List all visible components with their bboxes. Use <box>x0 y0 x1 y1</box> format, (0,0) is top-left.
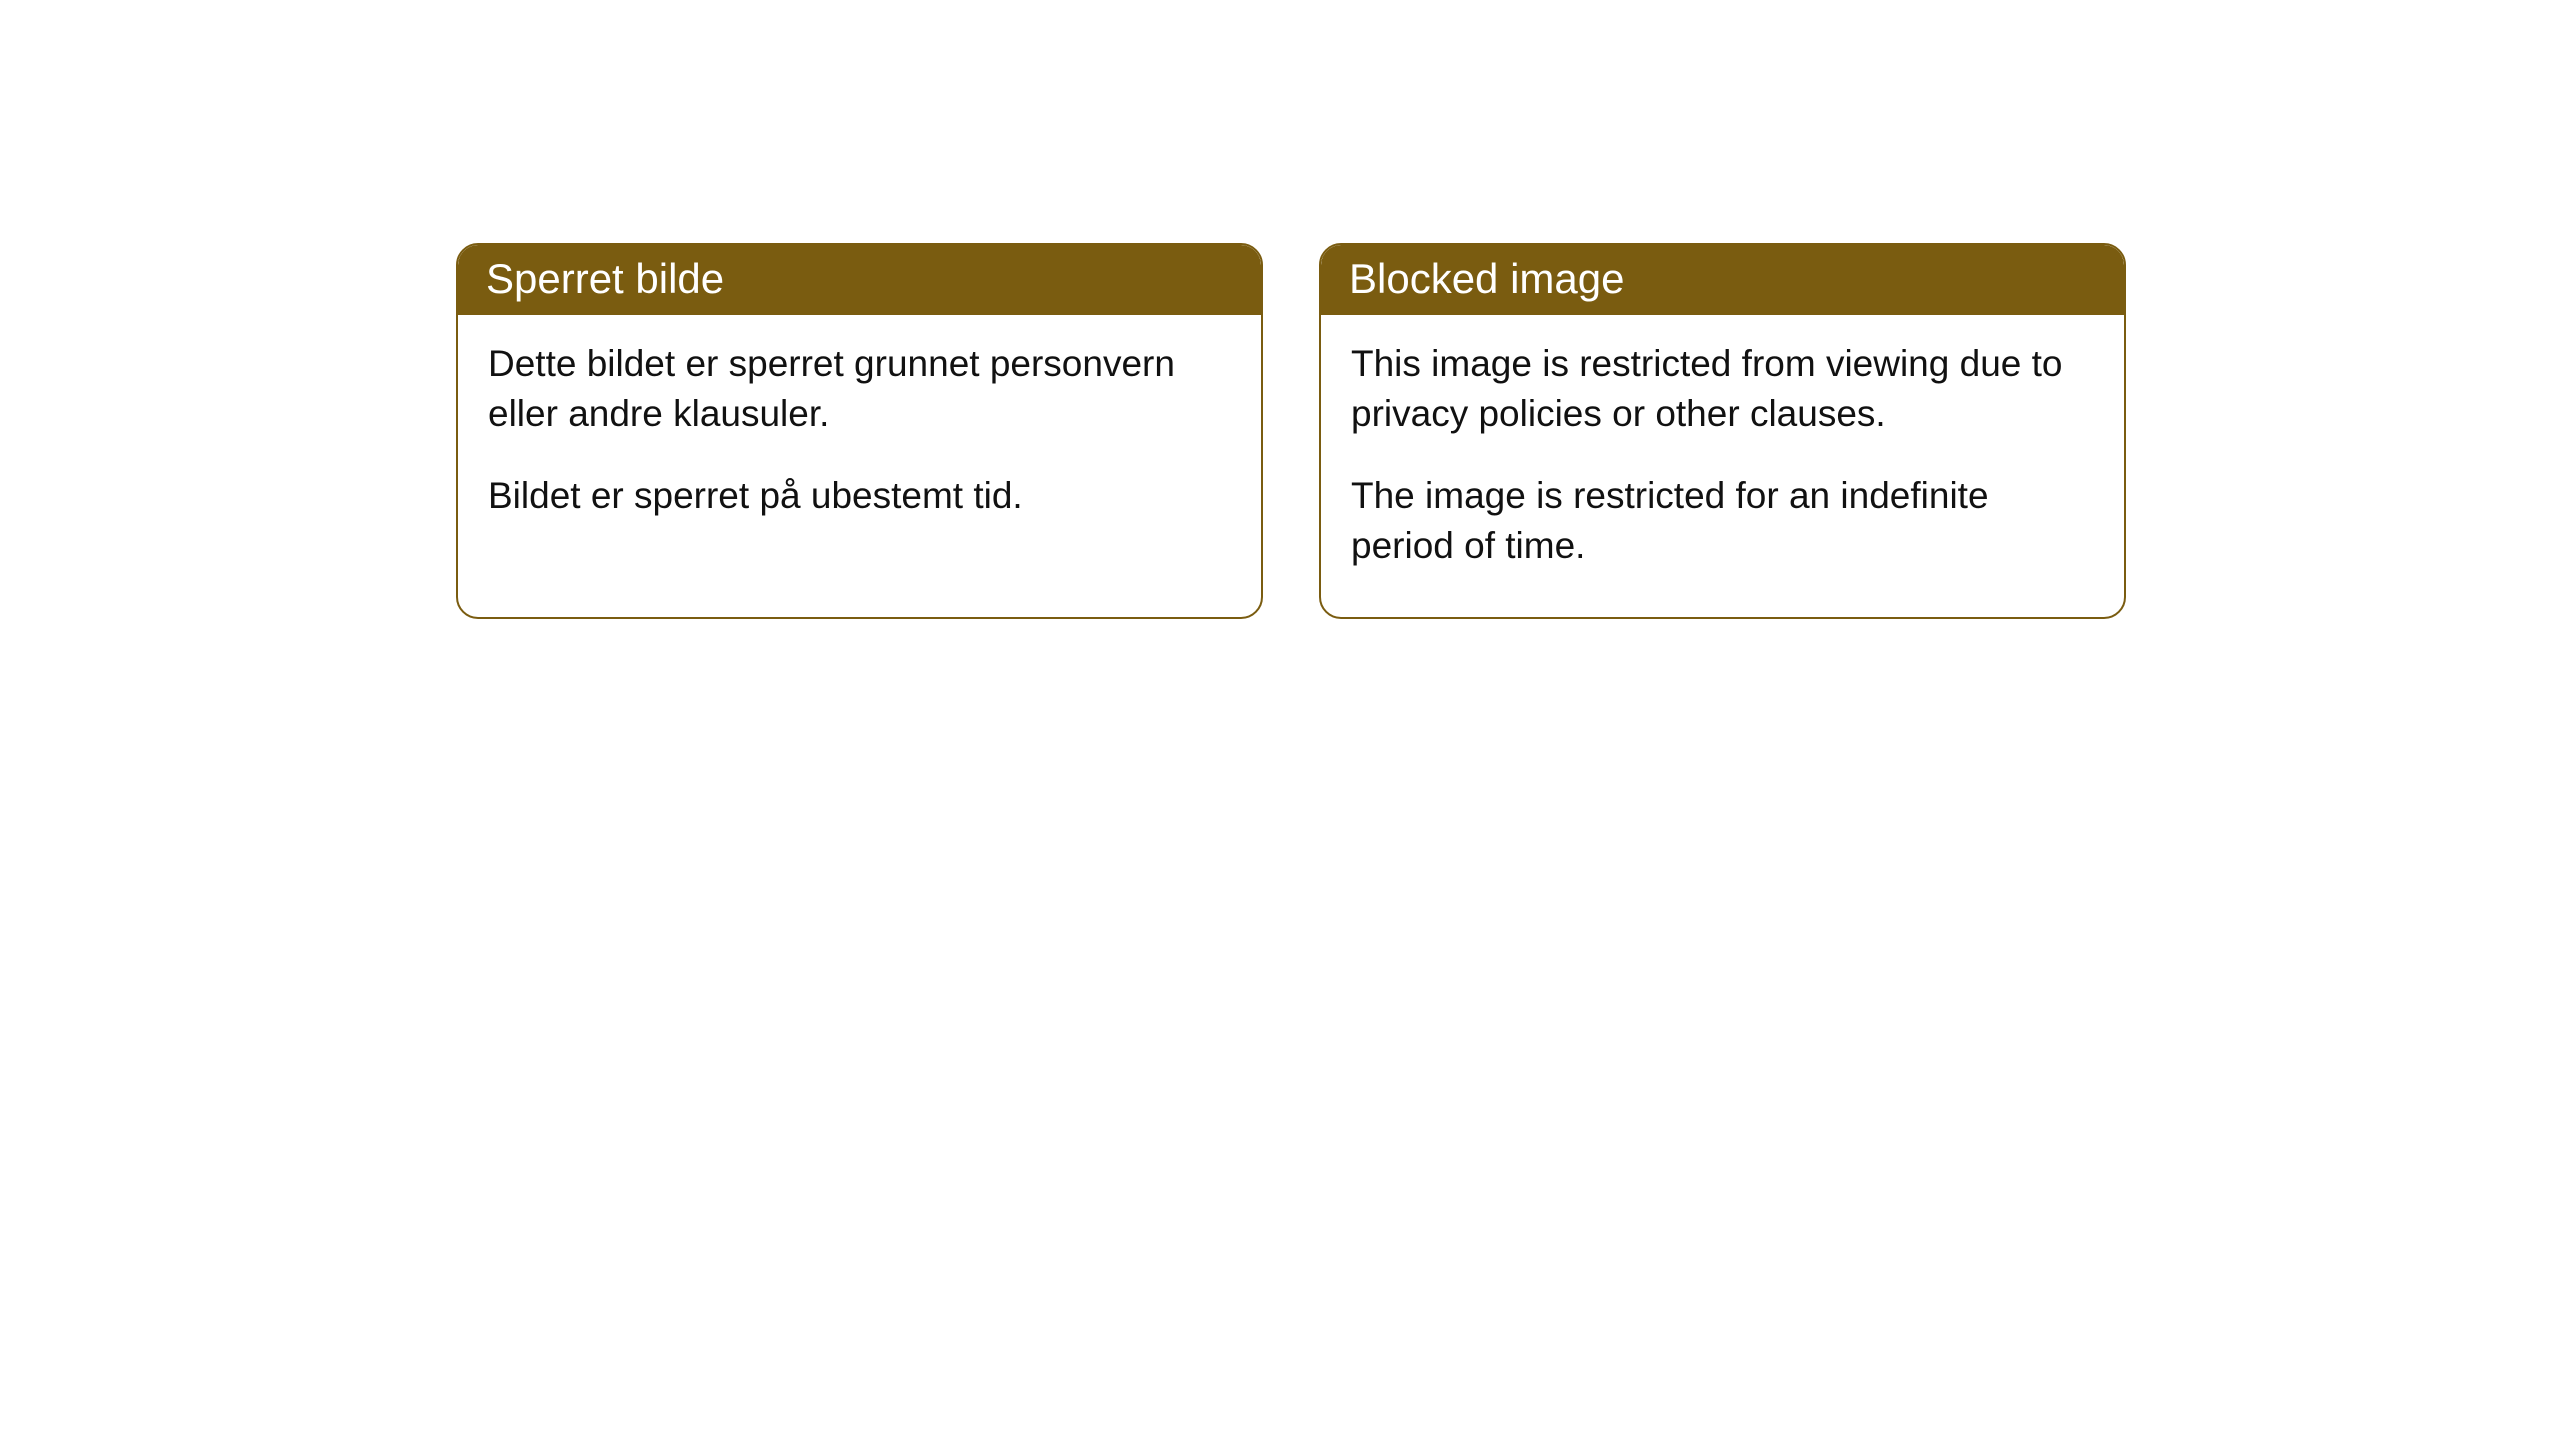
card-text-en-1: This image is restricted from viewing du… <box>1351 339 2094 439</box>
card-text-no-2: Bildet er sperret på ubestemt tid. <box>488 471 1231 521</box>
blocked-image-card-no: Sperret bilde Dette bildet er sperret gr… <box>456 243 1263 619</box>
card-title-en: Blocked image <box>1321 245 2124 315</box>
blocked-image-card-en: Blocked image This image is restricted f… <box>1319 243 2126 619</box>
cards-container: Sperret bilde Dette bildet er sperret gr… <box>0 0 2560 619</box>
card-body-no: Dette bildet er sperret grunnet personve… <box>458 315 1261 567</box>
card-text-no-1: Dette bildet er sperret grunnet personve… <box>488 339 1231 439</box>
card-title-no: Sperret bilde <box>458 245 1261 315</box>
card-text-en-2: The image is restricted for an indefinit… <box>1351 471 2094 571</box>
card-body-en: This image is restricted from viewing du… <box>1321 315 2124 617</box>
